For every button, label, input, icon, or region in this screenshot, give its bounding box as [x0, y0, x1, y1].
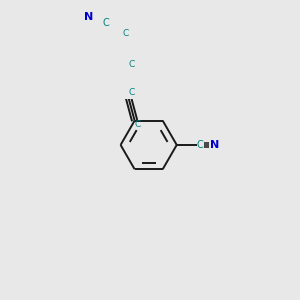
Text: C: C: [135, 120, 141, 129]
Text: C: C: [128, 88, 134, 97]
Text: N: N: [84, 13, 93, 22]
Text: C: C: [103, 18, 109, 28]
Text: C: C: [122, 29, 128, 38]
Text: C: C: [128, 60, 134, 69]
Text: N: N: [210, 140, 220, 150]
Text: C: C: [197, 140, 203, 150]
